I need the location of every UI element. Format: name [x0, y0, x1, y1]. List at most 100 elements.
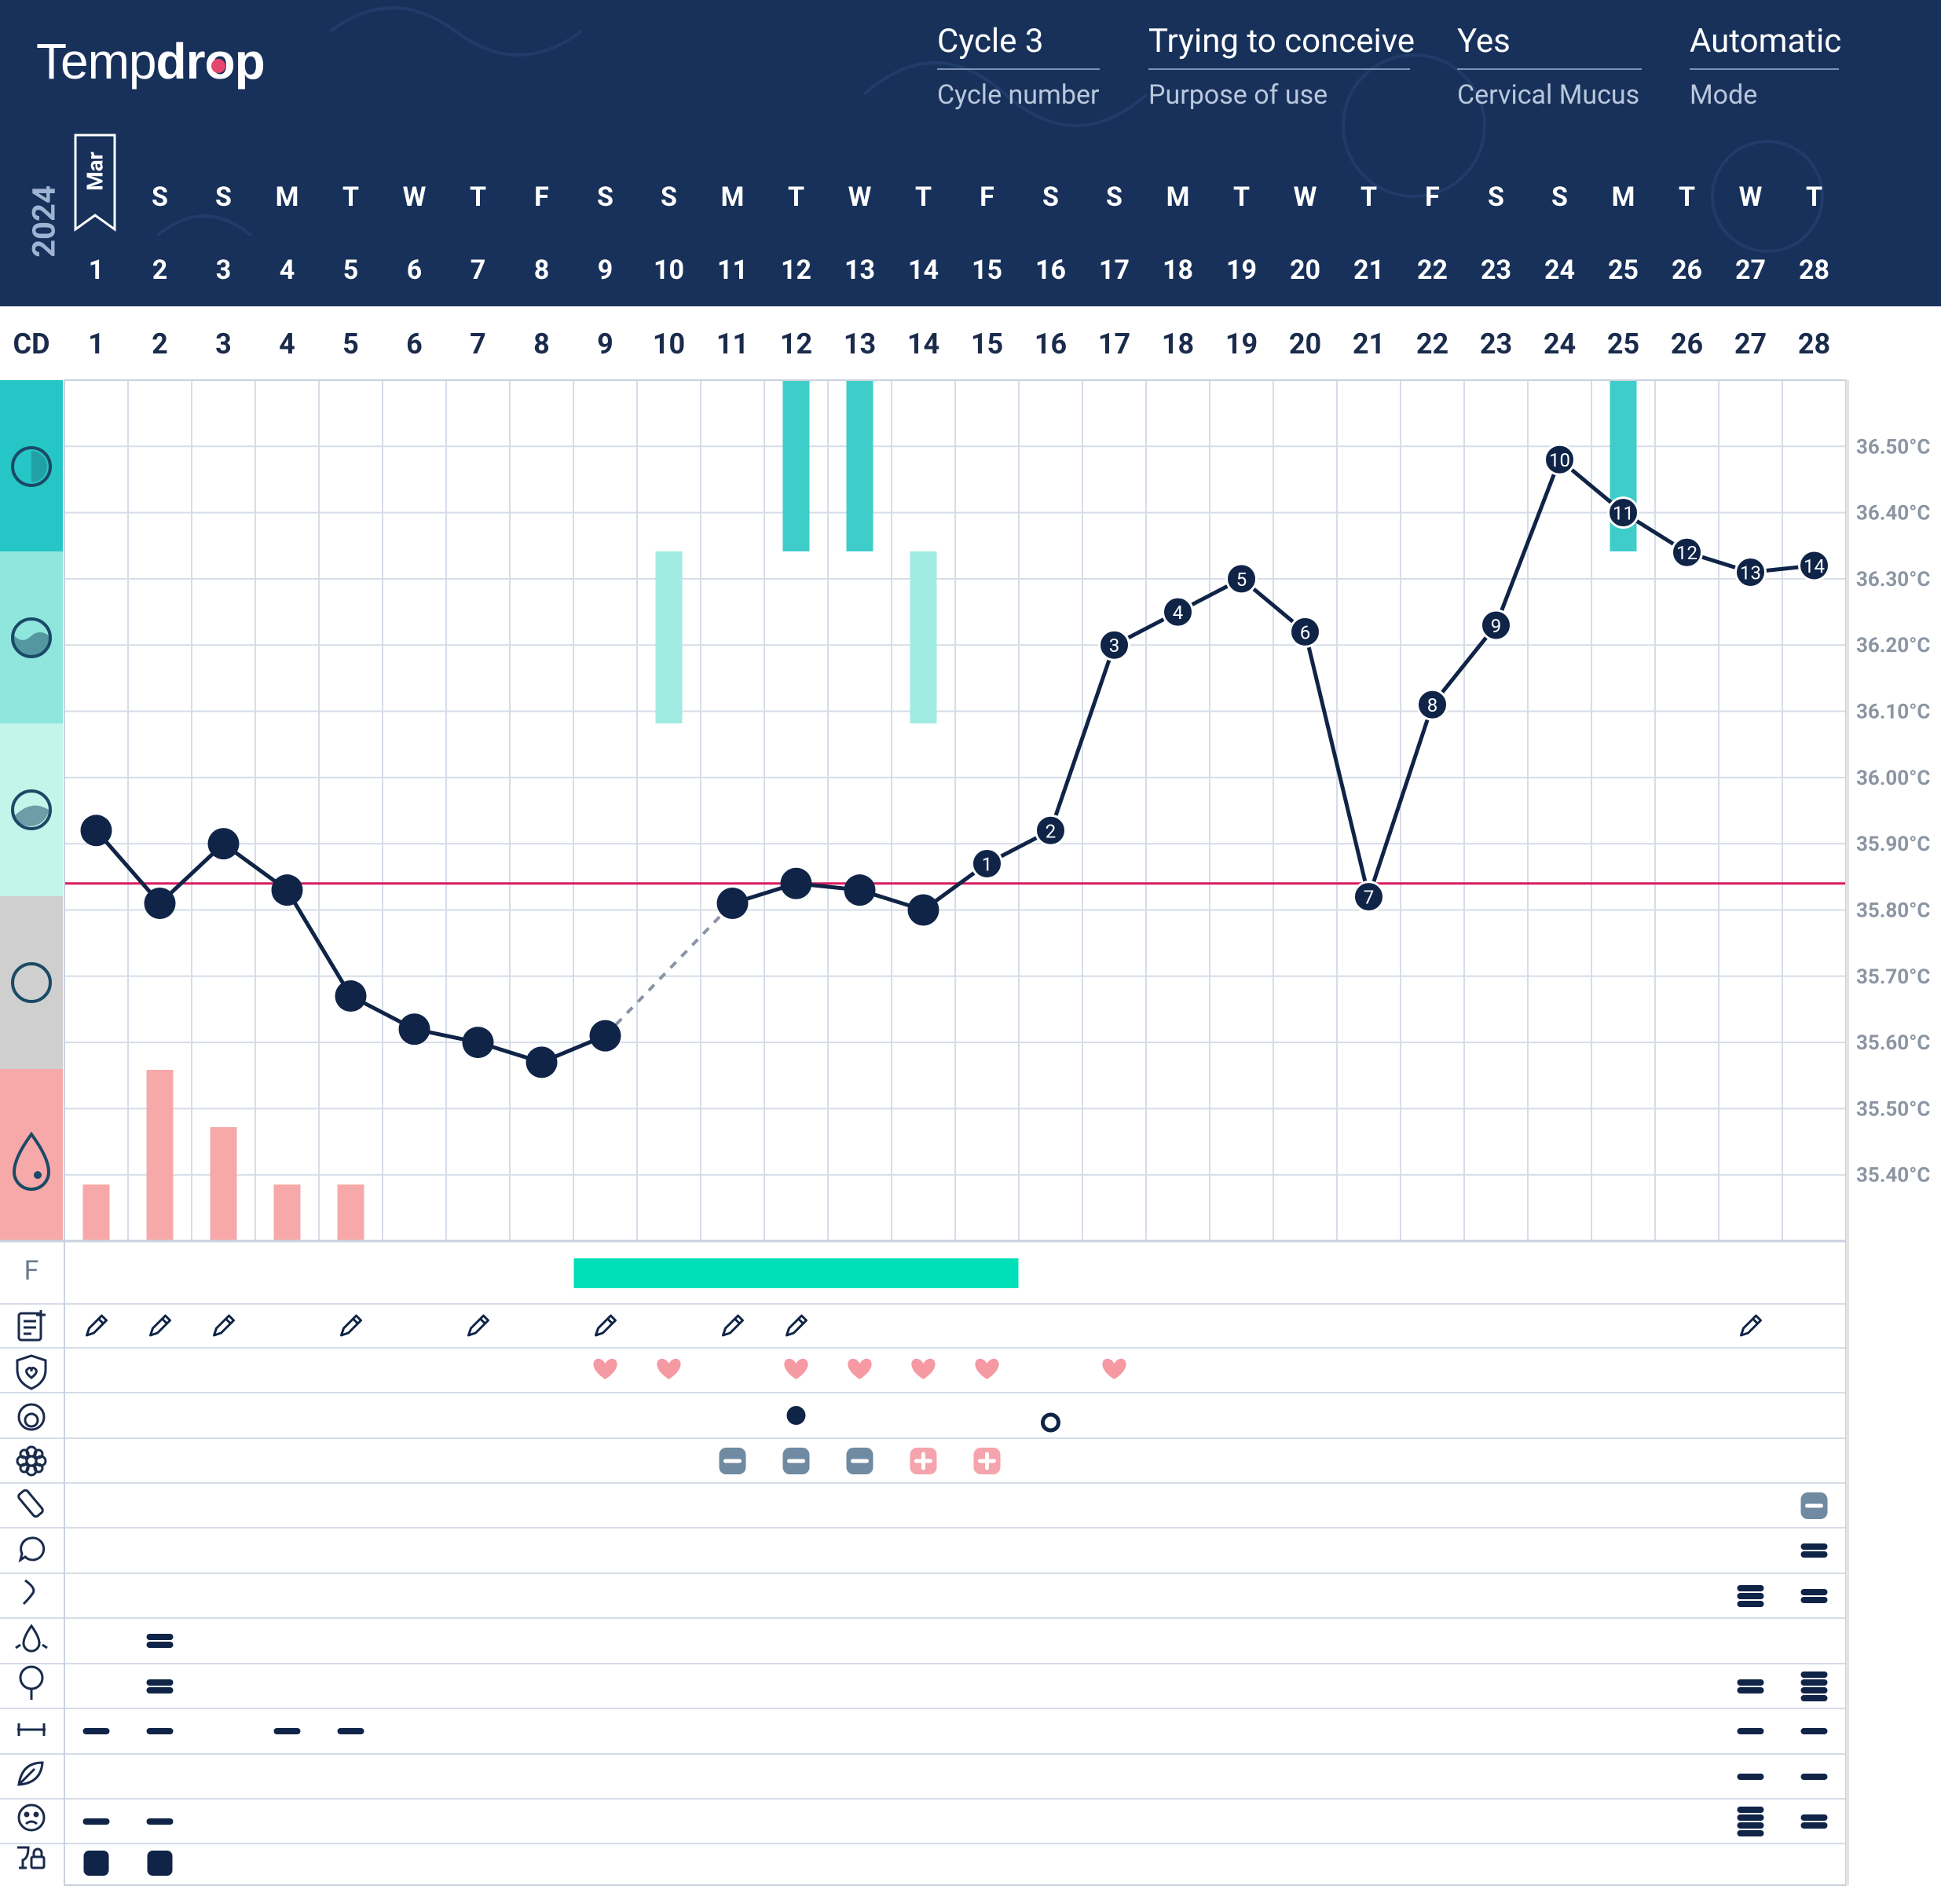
temperature-point[interactable] [1480, 609, 1512, 642]
cycle-day-label: 11 [716, 328, 749, 361]
temperature-point[interactable] [1798, 549, 1830, 582]
temperature-point[interactable] [589, 1020, 621, 1052]
temperature-point[interactable] [1035, 814, 1067, 847]
note-pencil-icon[interactable] [149, 1314, 171, 1337]
temperature-point[interactable] [971, 847, 1003, 880]
temperature-point[interactable] [1544, 443, 1576, 476]
test-positive-icon[interactable] [910, 1448, 937, 1474]
cycle-day-label: 12 [780, 328, 812, 361]
temperature-point[interactable] [907, 894, 939, 926]
dry-icon [11, 962, 52, 1003]
symptom-mark[interactable] [1737, 1585, 1764, 1591]
symptom-mark[interactable] [1800, 1671, 1828, 1678]
symptom-mark[interactable] [1737, 1593, 1764, 1599]
temperature-point-label: 10 [1549, 449, 1570, 471]
temperature-point[interactable] [780, 867, 812, 899]
symptom-mark[interactable] [1800, 1814, 1828, 1821]
symptom-mark[interactable] [146, 1728, 174, 1734]
note-pencil-icon[interactable] [213, 1314, 235, 1337]
symptom-mark[interactable] [83, 1851, 109, 1876]
symptom-mark[interactable] [1800, 1679, 1828, 1686]
date-label: 13 [844, 254, 875, 286]
temperature-point[interactable] [1607, 496, 1639, 529]
temperature-point[interactable] [144, 888, 176, 920]
temperature-point[interactable] [335, 980, 367, 1012]
date-label: 8 [534, 254, 550, 286]
symptom-mark[interactable] [1737, 1774, 1764, 1780]
cycle-day-label: 19 [1225, 328, 1258, 361]
temperature-point[interactable] [462, 1027, 494, 1059]
weekday-label: F [980, 181, 994, 213]
symptom-mark[interactable] [1800, 1774, 1828, 1780]
symptom-mark[interactable] [1800, 1589, 1828, 1595]
note-pencil-icon[interactable] [786, 1314, 808, 1337]
cervix-mark[interactable] [786, 1406, 806, 1425]
temperature-point[interactable] [80, 815, 112, 847]
temperature-point[interactable] [1671, 536, 1703, 569]
symptom-mark[interactable] [1800, 1597, 1828, 1603]
symptom-mark[interactable] [1737, 1687, 1764, 1693]
tracking-marks [82, 1314, 1828, 1876]
symptom-mark[interactable] [1737, 1830, 1764, 1836]
test-positive-icon[interactable] [973, 1448, 1001, 1474]
symptom-mark[interactable] [147, 1851, 173, 1876]
temperature-point-label: 4 [1173, 602, 1184, 624]
temperature-point[interactable] [716, 888, 749, 920]
intercourse-heart-icon[interactable] [848, 1358, 872, 1379]
test-negative-icon[interactable] [846, 1448, 873, 1474]
symptom-mark[interactable] [1800, 1543, 1828, 1550]
symptom-mark[interactable] [146, 1818, 174, 1825]
symptom-mark[interactable] [1737, 1679, 1764, 1686]
temperature-point[interactable] [526, 1046, 558, 1078]
temperature-point[interactable] [271, 874, 303, 906]
temperature-point[interactable] [1734, 555, 1767, 588]
symptom-mark[interactable] [82, 1728, 110, 1734]
temperature-point[interactable] [1225, 562, 1258, 595]
cycle-number-field[interactable]: Cycle 3 Cycle number [937, 22, 1100, 111]
intercourse-heart-icon[interactable] [784, 1358, 808, 1379]
symptom-mark[interactable] [1737, 1728, 1764, 1734]
symptom-mark[interactable] [337, 1728, 364, 1734]
note-pencil-icon[interactable] [467, 1314, 489, 1337]
temperature-point[interactable] [1098, 628, 1130, 661]
symptom-mark[interactable] [1737, 1814, 1764, 1821]
note-pencil-icon[interactable] [86, 1314, 108, 1337]
temperature-point[interactable] [844, 874, 876, 906]
test-negative-icon[interactable] [719, 1448, 746, 1474]
note-pencil-icon[interactable] [340, 1314, 362, 1337]
intercourse-heart-icon[interactable] [911, 1358, 936, 1379]
symptom-mark[interactable] [1800, 1728, 1828, 1734]
symptom-mark[interactable] [1800, 1687, 1828, 1693]
test-negative-icon[interactable] [782, 1448, 810, 1474]
symptom-mark[interactable] [273, 1728, 301, 1734]
intercourse-heart-icon[interactable] [975, 1358, 999, 1379]
temperature-point[interactable] [1289, 615, 1321, 648]
cervix-mark[interactable] [1041, 1412, 1060, 1433]
symptom-mark[interactable] [1737, 1822, 1764, 1829]
cervical-mucus-field[interactable]: Yes Cervical Mucus [1457, 22, 1642, 111]
temperature-point[interactable] [1353, 881, 1385, 914]
note-pencil-icon[interactable] [722, 1314, 744, 1337]
symptom-mark[interactable] [1737, 1807, 1764, 1813]
test-negative-icon[interactable] [1800, 1492, 1828, 1519]
symptom-mark[interactable] [1800, 1822, 1828, 1829]
intercourse-heart-icon[interactable] [593, 1358, 617, 1379]
note-pencil-icon[interactable] [1740, 1314, 1762, 1337]
symptom-mark[interactable] [1800, 1551, 1828, 1558]
symptom-mark[interactable] [82, 1818, 110, 1825]
mode-field[interactable]: Automatic Mode [1690, 22, 1841, 111]
intercourse-heart-icon[interactable] [657, 1358, 681, 1379]
purpose-field[interactable]: Trying to conceive Purpose of use [1148, 22, 1415, 111]
symptom-mark[interactable] [146, 1634, 174, 1640]
temperature-point[interactable] [398, 1013, 430, 1045]
note-pencil-icon[interactable] [595, 1314, 617, 1337]
intercourse-heart-icon[interactable] [1102, 1358, 1126, 1379]
symptom-mark[interactable] [146, 1687, 174, 1693]
symptom-mark[interactable] [1737, 1601, 1764, 1607]
temperature-point[interactable] [1162, 595, 1194, 628]
symptom-mark[interactable] [1800, 1695, 1828, 1701]
symptom-mark[interactable] [146, 1642, 174, 1648]
symptom-mark[interactable] [146, 1679, 174, 1686]
temperature-point[interactable] [1416, 688, 1448, 721]
temperature-point[interactable] [207, 828, 240, 860]
